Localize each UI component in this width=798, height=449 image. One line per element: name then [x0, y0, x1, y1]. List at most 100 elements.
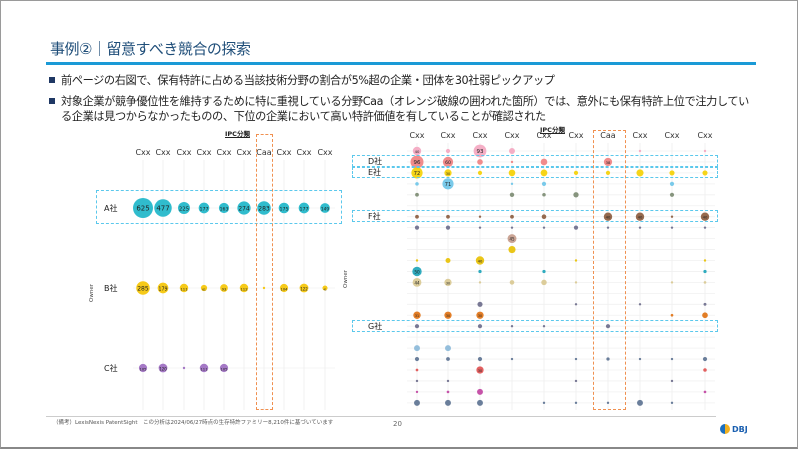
bubble-label: 30 — [478, 314, 482, 318]
footer-divider — [46, 416, 716, 417]
bubble — [219, 363, 229, 373]
bubble — [475, 256, 485, 265]
bubble-label: 41 — [324, 288, 327, 291]
bubble — [542, 193, 546, 197]
bubble — [606, 401, 610, 405]
bubble-label: 177 — [299, 206, 308, 212]
bubble — [574, 303, 578, 306]
bubble — [509, 148, 515, 154]
bubble — [636, 169, 644, 177]
bubble — [574, 401, 578, 405]
bubble — [218, 202, 230, 214]
bubble-label: 72 — [414, 171, 420, 177]
left-x-axis-title: IPC分類 — [225, 130, 250, 138]
bubble — [444, 278, 452, 287]
row-label-g: G社 — [368, 322, 383, 331]
bubble-label: 40 — [606, 216, 611, 220]
bubble-label: 30 — [478, 369, 482, 373]
bubble-label: 285 — [137, 285, 149, 292]
bullet-square-icon — [49, 77, 55, 83]
bubble — [136, 281, 150, 295]
bubble — [540, 169, 548, 177]
right-x-axis-title: IPC分類 — [540, 126, 565, 134]
x-tick-label: Cxx — [664, 131, 680, 140]
bubble — [574, 281, 578, 284]
bubble — [540, 158, 548, 166]
bubble — [542, 325, 546, 328]
page-title: 事例②｜留意すべき競合の探索 — [50, 40, 251, 58]
bubble — [477, 324, 483, 329]
bubble — [239, 283, 249, 293]
x-tick-label: Cxx — [317, 148, 333, 157]
bubble — [182, 366, 186, 370]
bubble-label: 30 — [446, 281, 450, 285]
bubble — [477, 159, 483, 165]
x-tick-label: Cxx — [236, 148, 252, 157]
bubble — [199, 363, 209, 373]
bubble — [478, 281, 482, 284]
bubble-label: 112 — [240, 286, 248, 291]
bubble — [446, 379, 450, 383]
bubble — [703, 269, 707, 274]
bubble — [573, 192, 579, 198]
x-tick-label: Cxx — [276, 148, 292, 157]
x-tick-label: Cxx — [440, 131, 456, 140]
bubble — [669, 170, 675, 176]
bubble — [445, 225, 451, 230]
bubble — [670, 281, 674, 284]
bubble — [415, 192, 419, 197]
bubble — [669, 181, 675, 186]
bubble — [414, 345, 420, 352]
bubble — [669, 192, 675, 197]
bubble — [510, 160, 514, 164]
x-tick-label: Cxx — [135, 148, 151, 157]
bubble-label: 30 — [446, 172, 450, 176]
bubble — [510, 214, 514, 219]
bubble — [179, 283, 189, 293]
bubble — [703, 302, 707, 306]
bubble — [477, 356, 483, 362]
bubble — [415, 259, 419, 262]
bubble — [442, 178, 454, 190]
bubble-label: 283 — [258, 205, 270, 212]
bubble — [257, 201, 271, 215]
bubble-label: 93 — [477, 149, 484, 155]
bubble-label: 104 — [281, 287, 289, 291]
row-label-a: A社 — [104, 204, 118, 213]
bubble — [541, 279, 547, 286]
bubble-label: 120 — [159, 366, 167, 371]
bubble-label: 111 — [200, 366, 208, 371]
bubble — [473, 144, 487, 158]
bubble — [445, 399, 451, 406]
bubble — [605, 324, 611, 329]
bubble — [510, 182, 514, 186]
x-tick-label: Cxx — [697, 131, 713, 140]
bubble — [410, 155, 424, 169]
bubble-label: 71 — [445, 182, 451, 188]
bubble — [510, 325, 514, 328]
bubble — [477, 399, 483, 406]
bubble — [702, 312, 708, 319]
bubble — [573, 225, 579, 230]
bubble-label: 93 — [222, 287, 226, 291]
highlight-box-caa-left — [256, 134, 273, 410]
highlight-box-f — [352, 210, 718, 222]
bubble — [605, 170, 611, 175]
bubble — [508, 245, 516, 254]
bubble — [606, 357, 610, 361]
bubble-label: 105 — [220, 367, 228, 371]
bubble — [670, 401, 674, 405]
bubble-label: 177 — [199, 206, 208, 212]
row-label-e: E社 — [368, 168, 382, 177]
bubble — [442, 156, 454, 168]
bubble — [510, 226, 514, 229]
bubble — [415, 379, 419, 383]
bubble — [322, 285, 328, 291]
x-tick-label: Caa — [600, 131, 616, 140]
bullet-text: 前ページの右図で、保有特許に占める当該技術分野の割合が5%超の企業・団体を30社… — [61, 74, 555, 87]
bullet-1: 前ページの右図で、保有特許に占める当該技術分野の割合が5%超の企業・団体を30社… — [49, 73, 555, 88]
bubble — [606, 226, 610, 229]
bubble-label: 625 — [136, 204, 149, 212]
bubble — [703, 149, 707, 153]
bubble — [541, 214, 547, 219]
